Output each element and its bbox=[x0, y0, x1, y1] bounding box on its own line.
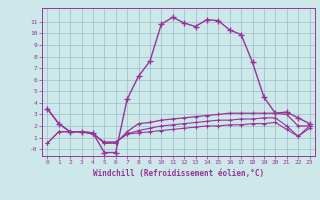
X-axis label: Windchill (Refroidissement éolien,°C): Windchill (Refroidissement éolien,°C) bbox=[93, 169, 264, 178]
